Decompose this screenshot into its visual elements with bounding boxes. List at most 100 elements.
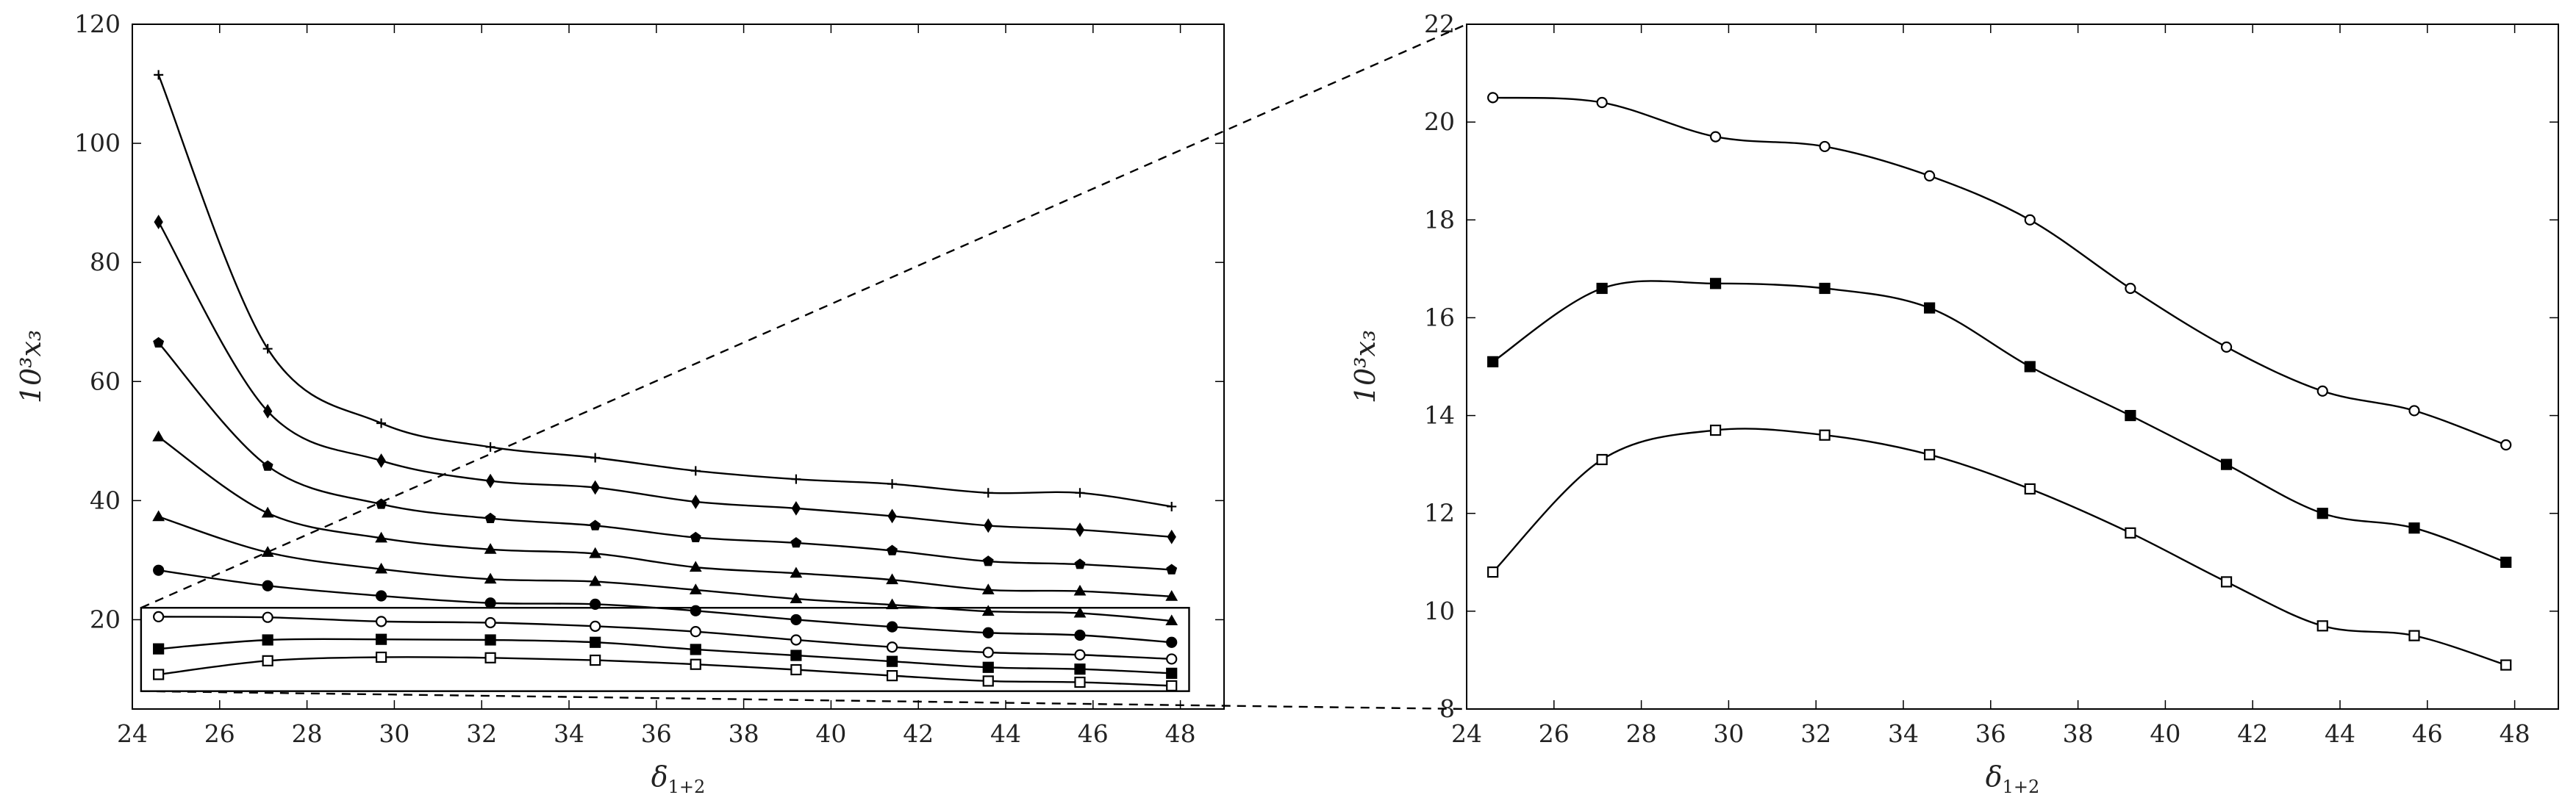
right-data-point-square-filled (1487, 356, 1499, 367)
left-x-tick-label: 24 (117, 719, 148, 748)
left-x-tick-label: 38 (729, 719, 759, 748)
left-data-point-square-filled (982, 661, 994, 673)
right-x-tick-label: 42 (2237, 719, 2268, 748)
zoom-box (140, 607, 1190, 692)
right-data-point-square (1924, 449, 1936, 461)
left-series-line-square-filled (158, 638, 1172, 674)
right-data-point-square-filled (1709, 278, 1722, 289)
left-data-point-diamond (1075, 522, 1085, 537)
left-data-point-triangle (689, 561, 702, 572)
left-y-tick-label: 40 (90, 486, 121, 514)
left-y-tick-label: 20 (90, 605, 121, 633)
right-x-tick-label: 38 (2063, 719, 2094, 748)
right-y-axis-label: 10³x₃ (1349, 330, 1381, 403)
left-data-point-circle (1074, 649, 1086, 661)
right-series-line-square (1492, 428, 2507, 666)
left-data-point-circle-filled (1074, 629, 1086, 641)
left-series-line-triangle (157, 436, 1172, 598)
right-data-point-square-filled (2316, 508, 2328, 519)
right-data-point-circle (2220, 341, 2233, 353)
left-data-point-square-filled (153, 643, 165, 655)
left-data-point-square (262, 655, 273, 666)
left-data-point-circle (484, 616, 496, 629)
left-data-point-plus (690, 466, 701, 476)
left-data-point-plus (262, 344, 273, 354)
left-x-axis-label: δ1+2 (651, 760, 706, 797)
right-y-tick-label: 22 (1424, 10, 1455, 38)
left-y-tick-label: 120 (74, 10, 121, 38)
right-x-tick-label: 48 (2500, 719, 2530, 748)
left-data-point-square-filled (1074, 663, 1086, 675)
right-data-point-square (1709, 424, 1722, 436)
left-data-point-circle (690, 626, 701, 638)
left-data-point-circle-filled (886, 621, 898, 633)
left-data-point-pentagon (153, 337, 165, 348)
right-data-point-square (1487, 566, 1499, 578)
left-x-tick-label: 32 (466, 719, 497, 748)
left-x-tick-label: 36 (641, 719, 672, 748)
right-data-point-square-filled (2500, 556, 2512, 568)
left-data-point-square (790, 663, 802, 676)
left-series-line-pentagon (157, 342, 1172, 571)
left-data-point-circle-filled (153, 564, 165, 576)
left-x-tick-label: 44 (990, 719, 1021, 748)
left-y-axis-label: 10³x₃ (15, 330, 47, 403)
left-data-point-circle (790, 634, 802, 646)
left-y-tick-label: 100 (74, 129, 121, 157)
left-data-point-plus (791, 474, 801, 484)
right-data-point-square-filled (1596, 282, 1608, 295)
right-data-point-circle (1819, 140, 1831, 153)
left-data-point-circle (375, 616, 387, 627)
left-data-point-plus (590, 453, 601, 463)
right-data-point-circle (1924, 170, 1936, 181)
left-data-point-triangle (790, 566, 803, 578)
left-data-point-square (982, 675, 994, 687)
left-data-point-triangle (152, 430, 165, 442)
left-chart-panel: 24 26 28 30 32 34 36 38 40 42 44 46 48 20 40 60 80 100 120… (15, 10, 1225, 797)
left-data-point-square-filled (590, 636, 601, 648)
left-data-point-pentagon (590, 519, 601, 530)
left-data-point-circle-filled (262, 580, 273, 591)
left-data-point-plus (485, 442, 495, 452)
zoom-connectors (140, 23, 1467, 710)
right-data-point-square-filled (2220, 458, 2233, 470)
left-series-line-triangle-filled (158, 516, 1172, 622)
right-x-tick-label: 32 (1800, 719, 1831, 748)
right-chart-panel: 24 26 28 30 32 34 36 38 40 42 44 46 48 8 10 12 14 16 18 20 2… (1349, 10, 2559, 797)
left-data-point-pentagon (1074, 558, 1086, 569)
left-x-tick-label: 30 (379, 719, 409, 748)
left-data-point-circle (1166, 653, 1178, 665)
left-data-point-plus (887, 479, 898, 489)
left-x-tick-label: 46 (1078, 719, 1109, 748)
left-data-point-square-filled (262, 634, 273, 646)
right-data-point-square (2408, 630, 2420, 641)
right-data-point-circle (2316, 385, 2328, 397)
left-data-point-triangle-filled (1165, 614, 1178, 626)
right-y-tick-label: 16 (1424, 303, 1455, 331)
right-data-point-square-filled (2125, 409, 2136, 422)
right-y-tick-label: 8 (1439, 694, 1455, 723)
left-x-tick-label: 26 (204, 719, 235, 748)
left-y-tick-label: 60 (90, 367, 121, 395)
left-x-tick-label: 28 (292, 719, 323, 748)
right-data-point-square (2024, 483, 2036, 495)
left-data-point-square-filled (886, 655, 898, 667)
left-data-point-plus (1075, 488, 1085, 498)
left-data-point-diamond (984, 518, 993, 533)
right-x-tick-label: 40 (2150, 719, 2180, 748)
left-data-point-triangle (1073, 584, 1087, 596)
left-data-point-pentagon (790, 537, 802, 548)
right-data-point-circle (2408, 405, 2420, 417)
left-data-point-plus (1167, 501, 1177, 511)
left-data-point-pentagon (484, 512, 496, 524)
left-data-point-circle (590, 620, 601, 632)
right-x-tick-label: 44 (2325, 719, 2355, 748)
left-data-point-circle-filled (484, 597, 496, 609)
left-data-point-pentagon (690, 531, 701, 542)
left-data-point-triangle-filled (981, 605, 995, 616)
left-plot-frame (132, 24, 1225, 710)
left-data-point-diamond (485, 473, 495, 489)
left-data-point-triangle-filled (589, 575, 602, 586)
right-x-tick-label: 26 (1539, 719, 1570, 748)
left-data-point-plus (376, 418, 387, 428)
